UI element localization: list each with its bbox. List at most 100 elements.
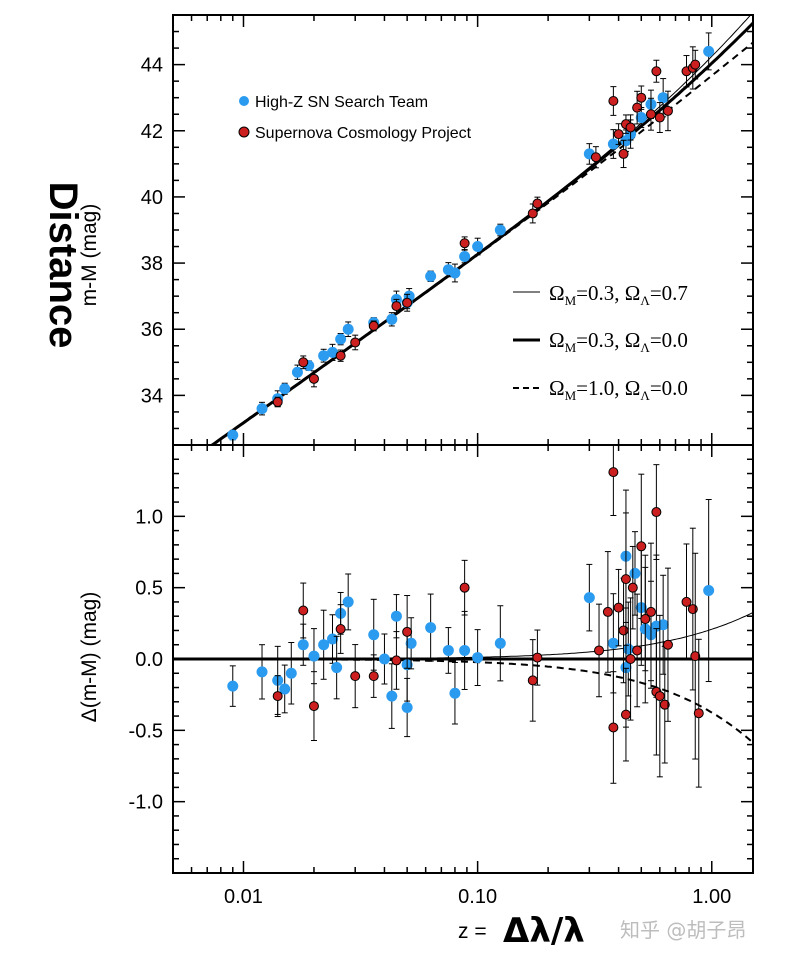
scp-point bbox=[527, 208, 538, 219]
scp-point bbox=[272, 397, 283, 407]
high-z-point bbox=[635, 112, 647, 124]
high-z-point bbox=[390, 610, 402, 622]
y-tick-label-bottom: 0.0 bbox=[135, 649, 163, 671]
scp-point bbox=[532, 198, 543, 209]
scp-point bbox=[690, 59, 701, 70]
model-legend: ΩM=0.3, ΩΛ=0.7 ΩM=0.3, ΩΛ=0.0 ΩM=1.0, ΩΛ… bbox=[513, 281, 688, 403]
high-z-point bbox=[607, 138, 619, 150]
scp-point bbox=[308, 373, 319, 384]
ticks-layer: 0.01 0.10 1.00 34 36 38 40 42 44 -1.0 -0.5 0.0 0.5 1.… bbox=[129, 15, 753, 908]
scp-point bbox=[690, 651, 701, 662]
watermark: 知乎 @胡子昂 bbox=[620, 918, 746, 942]
high-z-point bbox=[256, 666, 268, 678]
scp-point bbox=[654, 112, 665, 123]
high-z-point bbox=[459, 644, 471, 656]
scp-point bbox=[618, 625, 629, 636]
y-tick-label-bottom: 0.5 bbox=[135, 578, 163, 600]
x-tick-label: 0.01 bbox=[224, 886, 263, 908]
high-z-point bbox=[442, 644, 454, 656]
scp-point bbox=[335, 350, 346, 361]
high-z-point bbox=[629, 567, 641, 579]
scp-point bbox=[636, 541, 647, 552]
high-z-point bbox=[494, 224, 506, 236]
scp-point bbox=[693, 708, 704, 719]
high-z-point bbox=[327, 346, 339, 358]
legend-label-high-z: High-Z SN Search Team bbox=[255, 94, 428, 111]
model-label-2: ΩM=0.3, ΩΛ=0.0 bbox=[549, 328, 688, 355]
scp-point bbox=[613, 129, 624, 140]
scp-point bbox=[618, 148, 629, 159]
scp-point bbox=[602, 606, 613, 617]
scp-point bbox=[368, 671, 379, 682]
top-ylabel: m-M (mag) bbox=[78, 204, 101, 307]
high-z-point bbox=[227, 429, 239, 441]
high-z-point bbox=[703, 45, 715, 57]
high-z-point bbox=[449, 687, 461, 699]
high-z-point bbox=[331, 662, 343, 674]
scp-point bbox=[532, 652, 543, 663]
scp-point bbox=[662, 639, 673, 650]
high-z-point bbox=[425, 270, 437, 282]
scp-point bbox=[640, 614, 651, 625]
scp-point bbox=[608, 96, 619, 106]
scp-point bbox=[391, 655, 402, 666]
high-z-point bbox=[472, 241, 484, 253]
scp-point bbox=[335, 624, 346, 635]
scp-point bbox=[608, 467, 619, 478]
scp-point bbox=[620, 709, 631, 720]
scp-point bbox=[308, 701, 319, 712]
scp-point bbox=[625, 654, 636, 664]
scp-point bbox=[402, 297, 413, 308]
high-z-point bbox=[657, 92, 669, 104]
high-z-point bbox=[378, 653, 390, 665]
scp-point bbox=[662, 105, 673, 116]
scp-point bbox=[402, 626, 413, 637]
high-z-point bbox=[405, 637, 417, 649]
scp-point bbox=[608, 722, 619, 733]
scp-point bbox=[645, 109, 656, 120]
y-tick-label-top: 44 bbox=[141, 55, 163, 77]
y-tick-label-top: 36 bbox=[141, 319, 163, 341]
x-axis-title-symbol: Δλ/λ bbox=[503, 911, 585, 951]
side-title: Distance bbox=[41, 182, 85, 349]
legend: High-Z SN Search Team Supernova Cosmolog… bbox=[238, 94, 472, 142]
scp-point bbox=[391, 301, 402, 312]
y-tick-label-top: 38 bbox=[141, 253, 163, 275]
scp-point bbox=[620, 574, 631, 585]
y-tick-label-bottom: -1.0 bbox=[129, 792, 163, 814]
high-z-point bbox=[657, 619, 669, 631]
scp-point bbox=[272, 691, 283, 702]
y-tick-label-top: 40 bbox=[141, 187, 163, 209]
x-axis-title: z = Δλ/λ bbox=[458, 911, 585, 951]
high-z-point bbox=[279, 383, 291, 395]
high-z-point bbox=[256, 403, 268, 415]
scp-point bbox=[459, 582, 470, 593]
scp-point bbox=[651, 507, 662, 518]
bottom-panel bbox=[172, 444, 754, 874]
scp-point bbox=[298, 605, 309, 616]
high-z-point bbox=[335, 333, 347, 345]
scp-point bbox=[627, 582, 638, 593]
high-z-point bbox=[342, 323, 354, 335]
legend-marker-high-z bbox=[239, 96, 249, 106]
legend-marker-scp bbox=[238, 126, 250, 138]
y-tick-label-top: 42 bbox=[141, 121, 163, 143]
scp-point bbox=[368, 320, 379, 331]
high-z-point bbox=[318, 350, 330, 362]
high-z-point bbox=[386, 313, 398, 325]
scp-point bbox=[625, 122, 636, 133]
high-z-point bbox=[342, 596, 354, 608]
x-tick-label: 0.10 bbox=[458, 886, 497, 908]
model-curve-top-2 bbox=[209, 22, 753, 445]
scp-point bbox=[636, 92, 647, 103]
high-z-point bbox=[318, 639, 330, 651]
high-z-point bbox=[425, 622, 437, 634]
scp-point bbox=[459, 238, 470, 249]
high-z-point bbox=[227, 680, 239, 692]
scp-point bbox=[654, 691, 665, 702]
high-z-point bbox=[494, 637, 506, 649]
scp-point bbox=[350, 337, 361, 348]
high-z-point bbox=[368, 629, 380, 641]
scp-point bbox=[613, 602, 624, 613]
